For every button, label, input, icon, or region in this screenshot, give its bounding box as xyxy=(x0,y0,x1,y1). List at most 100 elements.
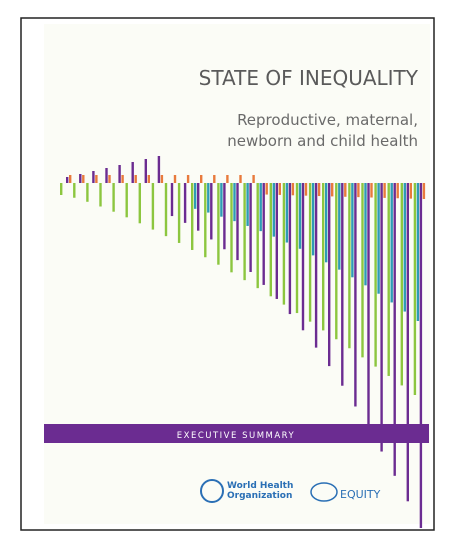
decorative-bar xyxy=(230,183,232,272)
decorative-bar xyxy=(132,162,134,183)
decorative-bar xyxy=(331,183,333,196)
decorative-bar xyxy=(223,183,225,249)
decorative-bar xyxy=(404,183,406,312)
decorative-bar xyxy=(112,183,114,212)
decorative-bar xyxy=(279,183,281,195)
decorative-bar xyxy=(374,183,376,367)
decorative-bar xyxy=(86,183,88,202)
decorative-bar xyxy=(388,183,390,376)
decorative-bar xyxy=(246,183,248,226)
decorative-bar xyxy=(226,175,228,183)
decorative-bar xyxy=(335,183,337,339)
subtitle: newborn and child health xyxy=(227,132,418,150)
decorative-bar xyxy=(354,183,356,406)
decorative-bar xyxy=(357,183,359,197)
decorative-bar xyxy=(197,183,199,231)
decorative-bar xyxy=(283,183,285,305)
decorative-bar xyxy=(161,175,163,183)
decorative-bar xyxy=(391,183,393,302)
decorative-bar xyxy=(338,183,340,270)
decorative-bar xyxy=(194,183,196,209)
decorative-bar xyxy=(252,175,254,183)
decorative-bar xyxy=(178,183,180,243)
decorative-bar xyxy=(299,183,301,249)
decorative-bar xyxy=(344,183,346,197)
decorative-bar xyxy=(325,183,327,262)
decorative-bar xyxy=(397,183,399,198)
decorative-bar xyxy=(174,175,176,183)
decorative-bar xyxy=(377,183,379,294)
equity-text: EQUITY xyxy=(340,488,381,501)
cover xyxy=(44,24,430,524)
decorative-bar xyxy=(79,174,81,183)
who-text: World Health xyxy=(227,481,293,491)
decorative-bar xyxy=(292,183,294,195)
decorative-bar xyxy=(401,183,403,385)
decorative-bar xyxy=(73,183,75,198)
decorative-bar xyxy=(148,175,150,183)
decorative-bar xyxy=(118,165,120,183)
decorative-bar xyxy=(380,183,382,452)
decorative-bar xyxy=(289,183,291,314)
decorative-bar xyxy=(361,183,363,357)
page: STATE OF INEQUALITY Reproductive, matern… xyxy=(0,0,455,551)
decorative-bar xyxy=(187,175,189,183)
decorative-bar xyxy=(312,183,314,255)
decorative-bar xyxy=(341,183,343,386)
decorative-bar xyxy=(257,183,259,288)
decorative-bar xyxy=(121,175,123,183)
band-label: EXECUTIVE SUMMARY xyxy=(177,431,295,441)
decorative-bar xyxy=(126,183,128,217)
subtitle: Reproductive, maternal, xyxy=(237,111,418,129)
decorative-bar xyxy=(105,168,107,183)
decorative-bar xyxy=(233,183,235,221)
decorative-bar xyxy=(302,183,304,330)
decorative-bar xyxy=(286,183,288,243)
decorative-bar xyxy=(315,183,317,348)
decorative-bar xyxy=(322,183,324,330)
decorative-bar xyxy=(191,183,193,250)
decorative-bar xyxy=(82,175,84,183)
decorative-bar xyxy=(270,183,272,296)
decorative-bar xyxy=(210,183,212,239)
decorative-bar xyxy=(414,183,416,395)
decorative-bar xyxy=(165,183,167,236)
decorative-bar xyxy=(410,183,412,199)
decorative-bar xyxy=(370,183,372,198)
decorative-bar xyxy=(139,183,141,223)
decorative-bar xyxy=(200,175,202,183)
decorative-bar xyxy=(69,175,71,183)
decorative-bar xyxy=(263,183,265,285)
decorative-bar xyxy=(407,183,409,501)
decorative-bar xyxy=(236,183,238,260)
decorative-bar xyxy=(66,177,68,183)
decorative-bar xyxy=(296,183,298,313)
decorative-bar xyxy=(348,183,350,348)
decorative-bar xyxy=(217,183,219,265)
decorative-bar xyxy=(420,183,422,528)
decorative-bar xyxy=(207,183,209,213)
decorative-bar xyxy=(423,183,425,199)
decorative-bar xyxy=(305,183,307,196)
decorative-bar xyxy=(60,183,62,195)
decorative-bar xyxy=(99,183,101,206)
decorative-bar xyxy=(276,183,278,299)
decorative-bar xyxy=(213,175,215,183)
decorative-bar xyxy=(260,183,262,231)
decorative-bar xyxy=(309,183,311,322)
decorative-bar xyxy=(108,175,110,183)
decorative-bar xyxy=(158,156,160,183)
decorative-bar xyxy=(92,171,94,183)
decorative-bar xyxy=(243,183,245,280)
decorative-bar xyxy=(239,175,241,183)
decorative-bar xyxy=(171,183,173,216)
decorative-bar xyxy=(367,183,369,428)
decorative-bar xyxy=(383,183,385,198)
decorative-bar xyxy=(364,183,366,285)
decorative-bar xyxy=(220,183,222,217)
decorative-bar xyxy=(152,183,154,230)
decorative-bar xyxy=(135,175,137,183)
decorative-bar xyxy=(351,183,353,277)
decorative-bar xyxy=(328,183,330,366)
decorative-bar xyxy=(318,183,320,196)
